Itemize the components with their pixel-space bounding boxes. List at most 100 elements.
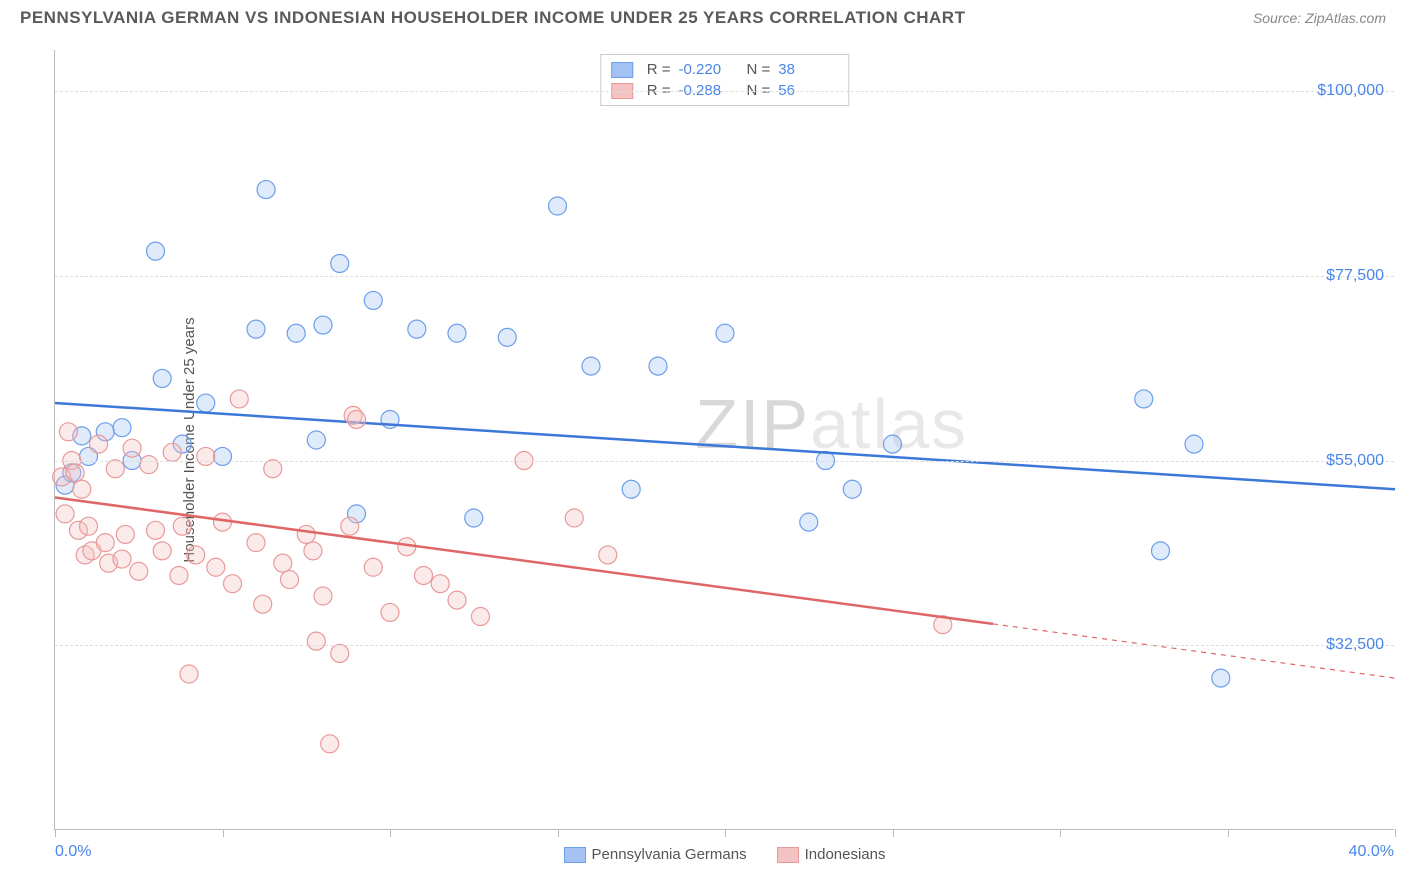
scatter-point (123, 439, 141, 457)
scatter-point (56, 505, 74, 523)
scatter-point (1212, 669, 1230, 687)
y-tick-label: $32,500 (1326, 636, 1384, 654)
scatter-point (884, 435, 902, 453)
scatter-point (431, 575, 449, 593)
scatter-point (116, 525, 134, 543)
scatter-point (364, 291, 382, 309)
gridline (55, 461, 1394, 462)
x-min-label: 0.0% (55, 843, 91, 861)
scatter-point (307, 632, 325, 650)
x-tick (223, 829, 224, 837)
scatter-point (197, 447, 215, 465)
r-label: R = (647, 61, 671, 78)
y-tick-label: $100,000 (1317, 82, 1384, 100)
source-label: Source: ZipAtlas.com (1253, 10, 1386, 26)
plot-svg (55, 50, 1394, 829)
scatter-point (304, 542, 322, 560)
scatter-point (264, 460, 282, 478)
n-value: 38 (778, 61, 838, 78)
scatter-point (1135, 390, 1153, 408)
legend-item: Indonesians (777, 846, 886, 863)
scatter-point (331, 254, 349, 272)
scatter-point (843, 480, 861, 498)
scatter-point (281, 571, 299, 589)
scatter-point (321, 735, 339, 753)
x-tick (55, 829, 56, 837)
scatter-point (448, 591, 466, 609)
scatter-point (170, 566, 188, 584)
legend-swatch-icon (564, 847, 586, 863)
gridline (55, 276, 1394, 277)
scatter-point (113, 419, 131, 437)
scatter-point (331, 644, 349, 662)
scatter-point (180, 665, 198, 683)
scatter-point (314, 587, 332, 605)
scatter-point (187, 546, 205, 564)
scatter-point (314, 316, 332, 334)
scatter-point (153, 542, 171, 560)
scatter-point (153, 369, 171, 387)
x-max-label: 40.0% (1349, 843, 1394, 861)
scatter-point (448, 324, 466, 342)
scatter-point (549, 197, 567, 215)
x-tick (1395, 829, 1396, 837)
chart-title: PENNSYLVANIA GERMAN VS INDONESIAN HOUSEH… (20, 8, 965, 28)
scatter-point (147, 242, 165, 260)
scatter-point (197, 394, 215, 412)
scatter-point (214, 447, 232, 465)
scatter-point (80, 517, 98, 535)
scatter-point (257, 181, 275, 199)
scatter-point (649, 357, 667, 375)
scatter-point (96, 534, 114, 552)
y-tick-label: $77,500 (1326, 267, 1384, 285)
scatter-point (274, 554, 292, 572)
x-tick (725, 829, 726, 837)
legend-label: Indonesians (805, 846, 886, 863)
scatter-point (147, 521, 165, 539)
series-legend: Pennsylvania Germans Indonesians (564, 846, 886, 863)
scatter-point (173, 517, 191, 535)
scatter-point (364, 558, 382, 576)
scatter-point (66, 464, 84, 482)
correlation-legend: R =-0.220N =38R =-0.288N =56 (600, 54, 850, 106)
scatter-point (348, 410, 366, 428)
scatter-point (465, 509, 483, 527)
scatter-point (1185, 435, 1203, 453)
scatter-point (1152, 542, 1170, 560)
scatter-point (408, 320, 426, 338)
scatter-point (224, 575, 242, 593)
scatter-point (582, 357, 600, 375)
scatter-point (498, 328, 516, 346)
scatter-point (415, 566, 433, 584)
scatter-point (106, 460, 124, 478)
y-tick-label: $55,000 (1326, 452, 1384, 470)
scatter-point (565, 509, 583, 527)
legend-swatch-icon (777, 847, 799, 863)
x-tick (390, 829, 391, 837)
scatter-point (622, 480, 640, 498)
scatter-point (800, 513, 818, 531)
scatter-point (599, 546, 617, 564)
n-label: N = (747, 61, 771, 78)
x-tick (893, 829, 894, 837)
scatter-point (90, 435, 108, 453)
legend-swatch-icon (611, 62, 633, 78)
scatter-point (287, 324, 305, 342)
scatter-point (297, 525, 315, 543)
scatter-point (471, 608, 489, 626)
x-tick (1228, 829, 1229, 837)
scatter-point (140, 456, 158, 474)
gridline (55, 645, 1394, 646)
scatter-point (59, 423, 77, 441)
scatter-point (247, 320, 265, 338)
scatter-point (716, 324, 734, 342)
scatter-point (307, 431, 325, 449)
scatter-point (113, 550, 131, 568)
correlation-row: R =-0.220N =38 (611, 59, 839, 80)
scatter-point (130, 562, 148, 580)
scatter-point (230, 390, 248, 408)
legend-label: Pennsylvania Germans (592, 846, 747, 863)
x-tick (558, 829, 559, 837)
scatter-point (381, 603, 399, 621)
plot-area: Householder Income Under 25 years ZIPatl… (54, 50, 1394, 830)
